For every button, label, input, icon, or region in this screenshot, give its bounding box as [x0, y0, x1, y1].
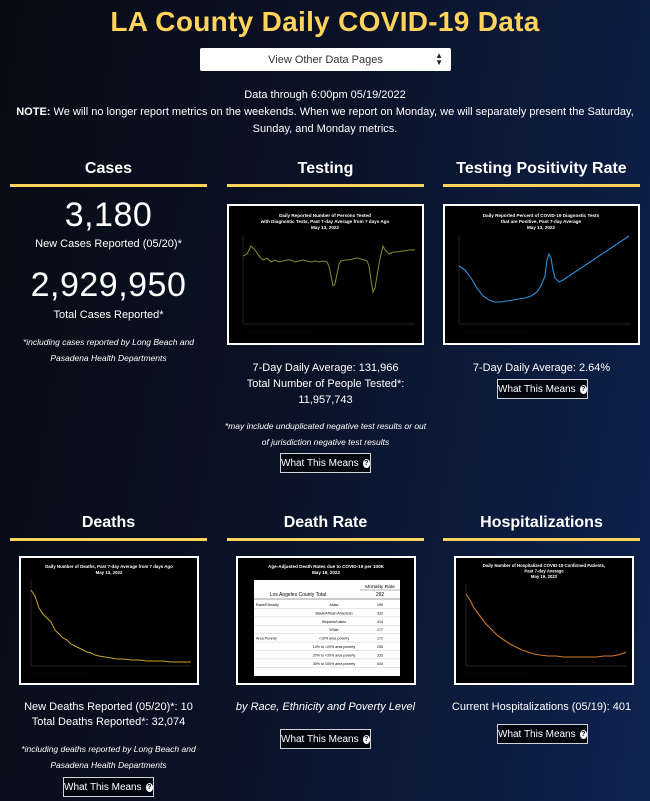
- positivity-chart: Daily Reported Percent of COVID-19 Diagn…: [443, 204, 640, 345]
- svg-text:. . . . . . . . . . . . . . .: . . . . . . . . . . . . . . . . . . . . …: [459, 329, 527, 333]
- la-total-value: 292: [376, 592, 385, 598]
- svg-text:Daily Number of Hospitalized C: Daily Number of Hospitalized COVID-19 Co…: [483, 563, 605, 568]
- deaths-chart-date: May 13, 2022: [96, 570, 123, 575]
- svg-text:Daily Number of Deaths, Past 7: Daily Number of Deaths, Past 7-day Avera…: [45, 564, 173, 569]
- table-row-label: 20% to <30% area poverty: [313, 653, 356, 657]
- svg-text:. . . . . . . . . . . . . . .: . . . . . . . . . . . . . . . . . . . . …: [466, 671, 527, 675]
- table-row-label: <10% area poverty: [319, 637, 349, 641]
- positivity-button-label: What This Means: [498, 383, 576, 395]
- hospitalizations-chart: Daily Number of Hospitalized COVID-19 Co…: [454, 556, 634, 685]
- table-group-label: Race/Ethnicity: [256, 603, 279, 607]
- death-rate-caption: by Race, Ethnicity and Poverty Level: [235, 701, 416, 713]
- testing-average: 7-Day Daily Average: 131,966: [252, 362, 399, 374]
- testing-footnote: *may include unduplicated negative test …: [224, 421, 427, 447]
- table-group-label: Area Poverty: [256, 637, 277, 641]
- cases-divider: [10, 184, 207, 187]
- positivity-what-this-means-button[interactable]: What This Means?: [497, 379, 588, 399]
- table-row-label: 10% to <20% area poverty: [313, 645, 356, 649]
- question-icon: ?: [362, 458, 370, 468]
- data-pages-select[interactable]: View Other Data Pages ▲ ▼: [200, 48, 451, 71]
- total-cases-value: 2,929,950: [30, 266, 187, 304]
- svg-text:Daily Reported Number of Perso: Daily Reported Number of Persons Tested: [279, 213, 371, 218]
- hospitalizations-what-this-means-button[interactable]: What This Means?: [497, 724, 588, 744]
- question-icon: ?: [579, 384, 587, 394]
- deaths-title: Deaths: [81, 514, 136, 531]
- table-row-value: 172: [377, 637, 383, 641]
- svg-text:that are Positive, Past 7-day: that are Positive, Past 7-day Average: [501, 219, 582, 224]
- table-row-value: 199: [377, 603, 383, 607]
- deaths-footnote: *including deaths reported by Long Beach…: [21, 744, 196, 770]
- new-cases-label: New Cases Reported (05/20)*: [35, 238, 182, 250]
- testing-chart: Daily Reported Number of Persons Tested …: [227, 204, 424, 345]
- hospitalizations-button-label: What This Means: [498, 728, 576, 740]
- note-label: NOTE:: [16, 106, 51, 118]
- mortality-rate-header: Mortality Rate: [365, 584, 395, 590]
- question-icon: ?: [145, 782, 153, 792]
- svg-text:. . . . . . . . . . . . . . .: . . . . . . . . . . . . . . . . . . . . …: [31, 671, 92, 675]
- select-arrows-icon: ▲ ▼: [435, 51, 443, 67]
- deaths-button-label: What This Means: [64, 781, 142, 793]
- table-row-label: 30% to 100% area poverty: [313, 662, 356, 666]
- table-row-value: 414: [377, 620, 383, 624]
- table-row-label: White: [329, 628, 338, 632]
- new-cases-value: 3,180: [64, 196, 153, 234]
- weekend-note: NOTE: We will no longer report metrics o…: [10, 104, 640, 138]
- testing-chart-date: May 13, 2022: [311, 225, 340, 230]
- total-cases-label: Total Cases Reported*: [53, 309, 164, 321]
- positivity-title: Testing Positivity Rate: [456, 160, 627, 177]
- table-row-label: Black/African American: [316, 611, 353, 615]
- testing-title: Testing: [297, 160, 354, 177]
- testing-what-this-means-button[interactable]: What This Means?: [280, 453, 371, 473]
- table-row-label: Asian: [330, 603, 339, 607]
- death-rate-chart-date: May 19, 2022: [312, 570, 341, 575]
- select-label: View Other Data Pages: [268, 53, 383, 66]
- table-row-value: 332: [377, 611, 383, 615]
- hospitalizations-title: Hospitalizations: [480, 514, 603, 531]
- page-title: LA County Daily COVID-19 Data: [110, 6, 540, 37]
- positivity-chart-date: May 13, 2022: [527, 225, 556, 230]
- question-icon: ?: [362, 734, 370, 744]
- death-rate-table-image: Age-Adjusted Death Rates due to COVID-19…: [236, 556, 416, 685]
- table-row-value: 534: [377, 662, 383, 666]
- positivity-divider: [443, 184, 640, 187]
- death-rate-button-label: What This Means: [281, 733, 359, 745]
- deaths-chart: Daily Number of Deaths, Past 7-day Avera…: [19, 556, 199, 685]
- current-hospitalizations: Current Hospitalizations (05/19): 401: [451, 701, 632, 713]
- svg-text:Past 7-day Average: Past 7-day Average: [524, 569, 564, 574]
- new-deaths: New Deaths Reported (05/20)*: 10: [24, 701, 193, 713]
- la-total-label: Los Angeles County Total: [270, 592, 326, 598]
- note-text: We will no longer report metrics on the …: [53, 106, 634, 135]
- svg-text:with Diagnostic Tests, Past 7-: with Diagnostic Tests, Past 7-day Averag…: [260, 219, 390, 224]
- cases-title: Cases: [84, 160, 133, 177]
- cases-footnote: *including cases reported by Long Beach …: [22, 337, 195, 363]
- question-icon: ?: [579, 729, 587, 739]
- hospitalizations-divider: [443, 538, 640, 541]
- deaths-divider: [10, 538, 207, 541]
- death-rate-title: Death Rate: [283, 514, 368, 531]
- deaths-what-this-means-button[interactable]: What This Means?: [63, 777, 154, 797]
- testing-total: Total Number of People Tested*: 11,957,7…: [246, 378, 405, 406]
- table-row-value: 335: [377, 653, 383, 657]
- data-through-text: Data through 6:00pm 05/19/2022: [244, 89, 406, 101]
- testing-button-label: What This Means: [281, 457, 359, 469]
- table-row-label: Hispanic/Latino: [322, 620, 347, 624]
- hospitalizations-chart-date: May 19, 2022: [531, 574, 558, 579]
- death-rate-what-this-means-button[interactable]: What This Means?: [280, 729, 371, 749]
- total-deaths: Total Deaths Reported*: 32,074: [31, 716, 186, 728]
- death-rate-divider: [227, 538, 424, 541]
- table-row-value: 177: [377, 628, 383, 632]
- testing-divider: [227, 184, 424, 187]
- svg-text:. . . . . . . . . . . . . . .: . . . . . . . . . . . . . . . . . . . . …: [243, 329, 311, 333]
- positivity-average: 7-Day Daily Average: 2.64%: [472, 362, 611, 374]
- table-row-value: 255: [377, 645, 383, 649]
- death-rate-chart-title: Age-Adjusted Death Rates due to COVID-19…: [268, 564, 385, 569]
- svg-text:Daily Reported Percent of COVI: Daily Reported Percent of COVID-19 Diagn…: [483, 213, 600, 218]
